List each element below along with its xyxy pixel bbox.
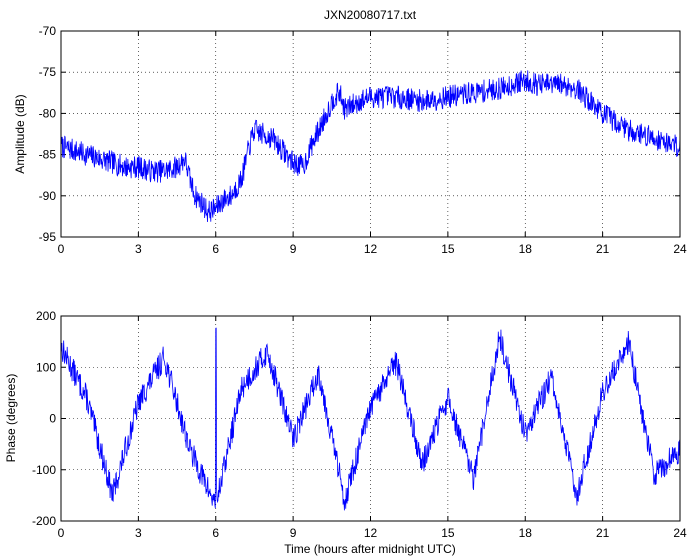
phase-y-axis-label: Phase (degrees) <box>4 374 18 463</box>
y-tick-label: -80 <box>39 106 57 120</box>
phase-y-tick-labels: 200 100 0 -100 -200 <box>32 309 56 528</box>
x-tick-label: 6 <box>212 242 219 256</box>
amplitude-axes-frame <box>60 30 681 238</box>
amplitude-y-tick-labels: -70 -75 -80 -85 -90 -95 <box>39 24 57 244</box>
phase-ticks <box>60 315 681 522</box>
y-tick-label: 0 <box>49 412 56 426</box>
series-line <box>60 327 681 511</box>
x-tick-label: 21 <box>596 242 610 256</box>
y-tick-label: -100 <box>32 463 56 477</box>
x-tick-label: 9 <box>290 526 297 540</box>
x-tick-label: 12 <box>364 242 378 256</box>
y-tick-label: 100 <box>36 360 56 374</box>
y-tick-label: -75 <box>39 65 57 79</box>
x-tick-label: 6 <box>212 526 219 540</box>
x-tick-label: 15 <box>441 526 455 540</box>
x-tick-label: 9 <box>290 242 297 256</box>
phase-plot-area <box>61 316 680 521</box>
chart-title: JXN20080717.txt <box>324 8 417 22</box>
y-tick-label: -95 <box>39 230 57 244</box>
amplitude-x-tick-labels: 0 3 6 9 12 15 18 21 24 <box>58 242 687 256</box>
x-tick-label: 18 <box>519 242 533 256</box>
amplitude-y-axis-label: Amplitude (dB) <box>13 94 27 173</box>
series-line <box>60 70 681 223</box>
phase-series <box>60 327 681 511</box>
x-tick-label: 21 <box>596 526 610 540</box>
phase-axes-frame <box>60 315 681 522</box>
amplitude-plot-area <box>61 31 680 237</box>
y-tick-label: 200 <box>36 309 56 323</box>
amplitude-series <box>60 70 681 223</box>
phase-x-axis-label: Time (hours after midnight UTC) <box>284 542 456 556</box>
x-tick-label: 12 <box>364 526 378 540</box>
x-tick-label: 0 <box>58 242 65 256</box>
x-tick-label: 3 <box>135 526 142 540</box>
x-tick-label: 24 <box>673 242 687 256</box>
x-tick-label: 18 <box>519 526 533 540</box>
phase-panel: 0 3 6 9 12 15 18 21 24 200 100 0 -100 -200 Phase (de… <box>4 309 687 556</box>
amplitude-panel: JXN20080717.txt 0 3 6 9 12 15 18 21 24 -70 -75 -80… <box>13 8 687 256</box>
y-tick-label: -200 <box>32 514 56 528</box>
phase-x-tick-labels: 0 3 6 9 12 15 18 21 24 <box>58 526 687 540</box>
x-tick-label: 15 <box>441 242 455 256</box>
x-tick-label: 3 <box>135 242 142 256</box>
y-tick-label: -70 <box>39 24 57 38</box>
x-tick-label: 0 <box>58 526 65 540</box>
y-tick-label: -90 <box>39 189 57 203</box>
x-tick-label: 24 <box>673 526 687 540</box>
y-tick-label: -85 <box>39 148 57 162</box>
